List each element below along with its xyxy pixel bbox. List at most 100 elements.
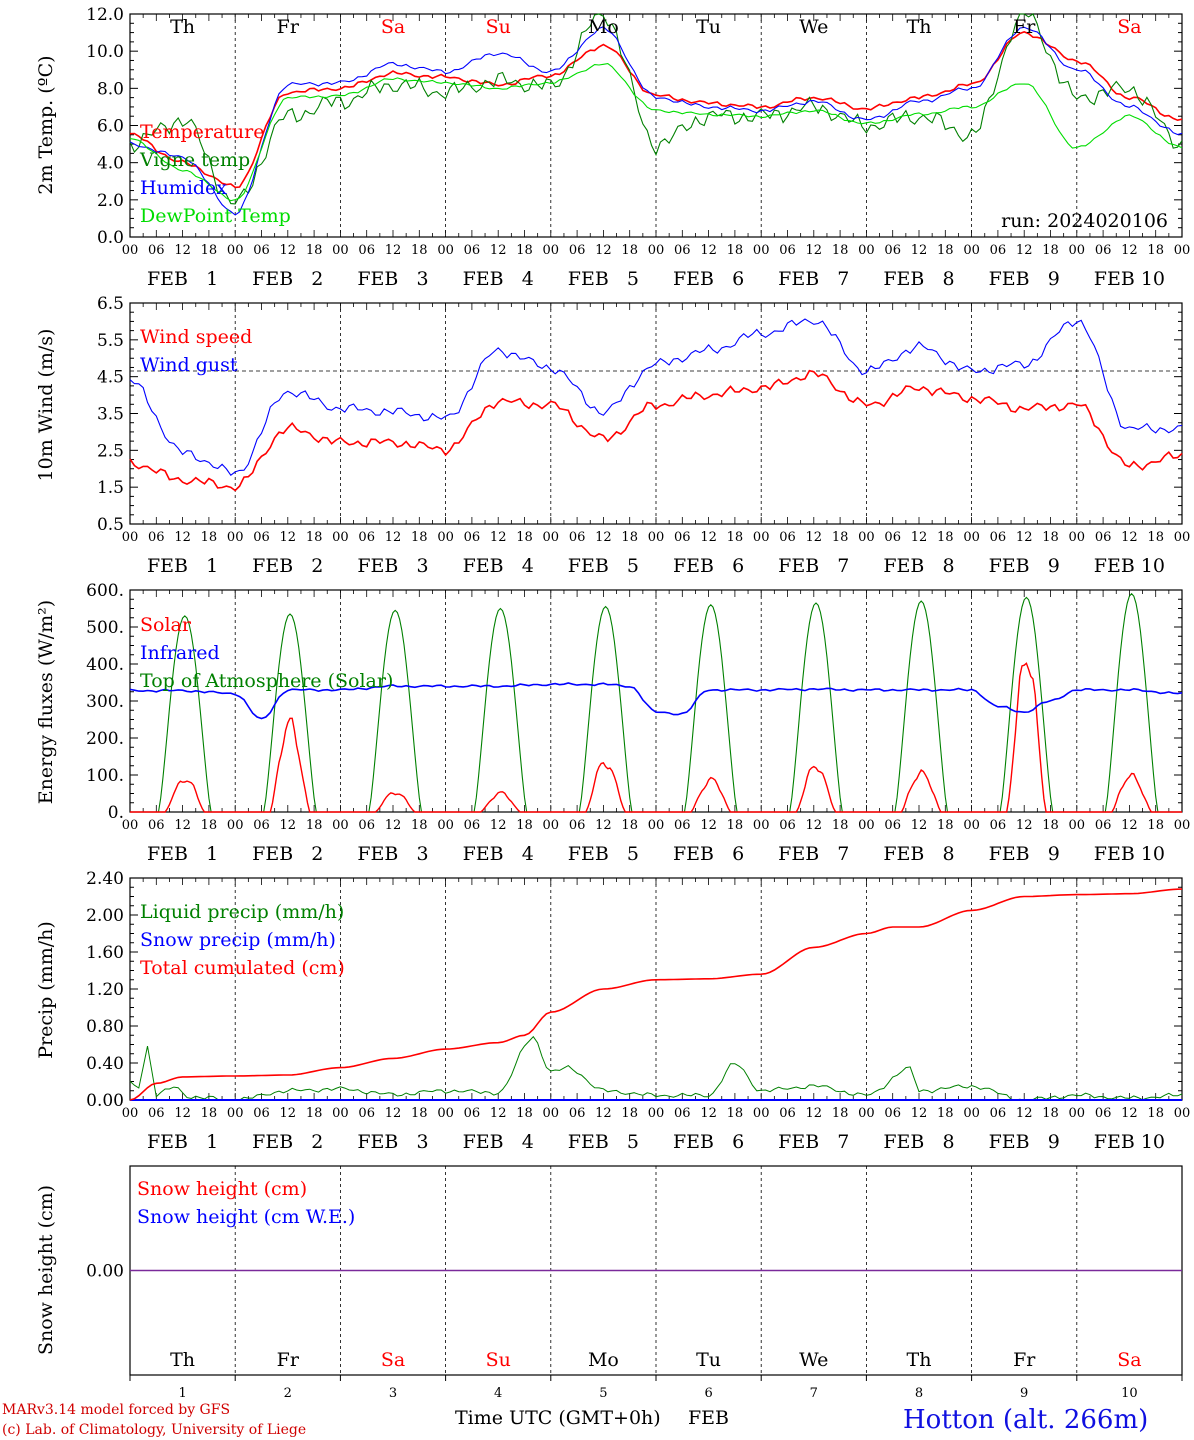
hour-tick-label: 06: [148, 243, 165, 258]
date-label: FEB 2: [252, 555, 323, 577]
hour-tick-label: 00: [753, 1106, 770, 1121]
hour-tick-label: 12: [490, 243, 507, 258]
day-name: Th: [907, 16, 932, 38]
hour-tick-label: 00: [122, 1106, 139, 1121]
day-name: Fr: [1013, 1349, 1036, 1371]
y-axis-title: Precip (mm/h): [35, 921, 57, 1059]
legend-entry: Temperature: [140, 121, 264, 143]
legend-entry: Wind gust: [140, 354, 238, 376]
hour-tick-label: 18: [306, 1106, 323, 1121]
hour-tick-label: 18: [306, 818, 323, 833]
date-label: FEB 2: [252, 268, 323, 290]
series-line-1: [129, 318, 1183, 476]
day-name: Fr: [277, 1349, 300, 1371]
date-label: FEB 10: [1094, 268, 1165, 290]
date-label: FEB 3: [357, 1131, 428, 1153]
hour-tick-label: 18: [1147, 243, 1164, 258]
date-label: FEB 1: [147, 1131, 218, 1153]
hour-tick-label: 00: [1069, 818, 1086, 833]
hour-tick-label: 06: [779, 243, 796, 258]
hour-tick-label: 12: [911, 1106, 928, 1121]
hour-tick-label: 00: [753, 818, 770, 833]
y-axis-title: Snow height (cm): [35, 1185, 57, 1355]
hour-tick-label: 18: [621, 243, 638, 258]
hour-tick-label: 18: [621, 1106, 638, 1121]
hour-tick-label: 12: [595, 818, 612, 833]
hour-tick-label: 00: [1174, 243, 1191, 258]
hour-tick-label: 18: [937, 1106, 954, 1121]
date-label: FEB 7: [778, 843, 849, 865]
date-label: FEB 7: [778, 555, 849, 577]
legend-entry: Total cumulated (cm): [140, 957, 345, 979]
hour-tick-label: 18: [832, 530, 849, 545]
date-label: FEB 3: [357, 555, 428, 577]
hour-tick-label: 12: [1121, 1106, 1138, 1121]
hour-tick-label: 06: [990, 530, 1007, 545]
hour-tick-label: 06: [569, 530, 586, 545]
hour-tick-label: 00: [858, 1106, 875, 1121]
hour-tick-label: 18: [1147, 1106, 1164, 1121]
y-tick-label: 1.5: [97, 478, 124, 498]
day-number: 3: [389, 1386, 397, 1401]
date-label: FEB 9: [989, 1131, 1060, 1153]
hour-tick-label: 18: [727, 1106, 744, 1121]
day-name: Su: [486, 16, 511, 38]
hour-tick-label: 00: [227, 530, 244, 545]
hour-tick-label: 06: [464, 1106, 481, 1121]
legend-entry: Wind speed: [140, 326, 252, 348]
y-tick-label: 0.00: [86, 1262, 124, 1282]
panel-frame: [129, 13, 1183, 238]
hour-tick-label: 12: [385, 1106, 402, 1121]
hour-tick-label: 18: [306, 243, 323, 258]
day-name: Tu: [696, 1349, 721, 1371]
date-label: FEB 2: [252, 1131, 323, 1153]
hour-tick-label: 06: [569, 818, 586, 833]
hour-tick-label: 00: [963, 818, 980, 833]
hour-tick-label: 18: [516, 818, 533, 833]
hour-tick-label: 18: [201, 1106, 218, 1121]
y-tick-label: 4.0: [97, 154, 124, 174]
hour-tick-label: 18: [937, 530, 954, 545]
y-tick-label: 2.0: [97, 191, 124, 211]
hour-tick-label: 00: [227, 1106, 244, 1121]
day-name: Mo: [588, 1349, 619, 1371]
y-tick-label: 0.: [108, 803, 124, 823]
hour-tick-label: 12: [280, 818, 297, 833]
hour-tick-label: 06: [358, 530, 375, 545]
day-name: Fr: [277, 16, 300, 38]
hour-tick-label: 12: [1016, 530, 1033, 545]
hour-tick-label: 12: [595, 1106, 612, 1121]
hour-tick-label: 12: [174, 818, 191, 833]
panel-2: 0.5 1.5 2.5 3.5 4.5 5.5 6.5 10m Wind (m/s) 00 06 1…: [35, 294, 1190, 577]
hour-tick-label: 12: [385, 530, 402, 545]
hour-tick-label: 06: [358, 1106, 375, 1121]
legend-entry: Solar: [140, 614, 192, 636]
hour-tick-label: 12: [806, 243, 823, 258]
hour-tick-label: 12: [280, 1106, 297, 1121]
hour-tick-label: 18: [727, 818, 744, 833]
series-line-solar: [130, 662, 1182, 813]
legend-entry: Snow height (cm W.E.): [137, 1206, 355, 1228]
date-label: FEB 4: [463, 1131, 534, 1153]
day-name: Fr: [1013, 16, 1036, 38]
hour-tick-label: 00: [648, 818, 665, 833]
hour-tick-label: 12: [385, 818, 402, 833]
legend-entry: Humidex: [140, 177, 227, 199]
date-label: FEB 8: [883, 268, 954, 290]
y-tick-label: 0.00: [86, 1091, 124, 1111]
footer-model-credit: MARv3.14 model forced by GFS: [2, 1402, 230, 1418]
hour-tick-label: 00: [543, 243, 560, 258]
hour-tick-label: 00: [858, 530, 875, 545]
hour-tick-label: 12: [490, 1106, 507, 1121]
y-tick-label: 2.5: [97, 441, 124, 461]
date-label: FEB 9: [989, 555, 1060, 577]
legend-entry: Infrared: [140, 642, 220, 664]
date-label: FEB 5: [568, 1131, 639, 1153]
hour-tick-label: 18: [201, 818, 218, 833]
date-label: FEB 5: [568, 843, 639, 865]
hour-tick-label: 06: [884, 1106, 901, 1121]
hour-tick-label: 06: [674, 243, 691, 258]
date-label: FEB 4: [463, 843, 534, 865]
hour-tick-label: 00: [858, 818, 875, 833]
hour-tick-label: 00: [227, 243, 244, 258]
